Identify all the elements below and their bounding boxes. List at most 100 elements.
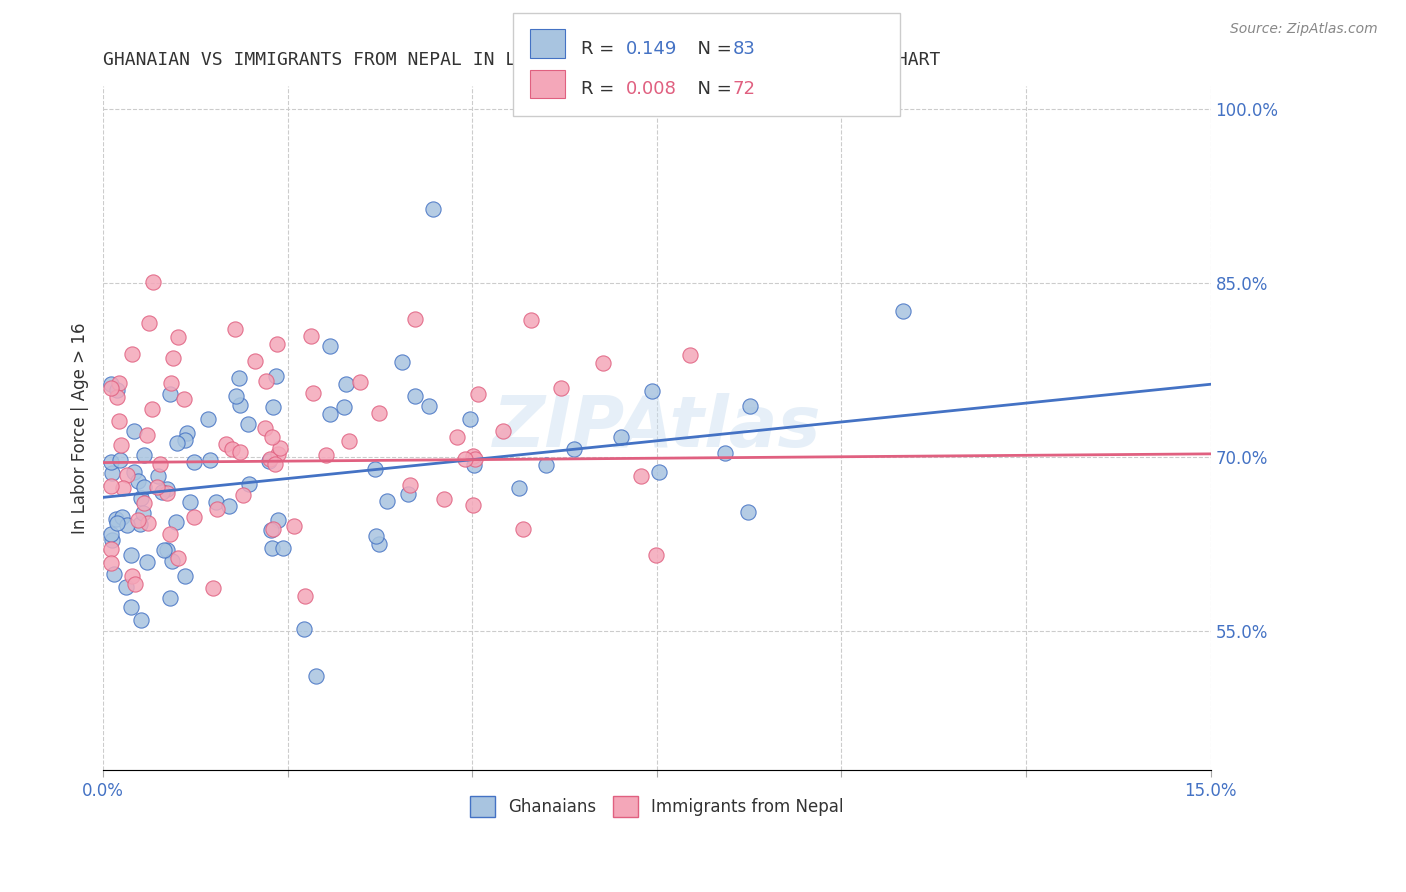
Point: [159, 527, 181, 541]
Point: [464, 452, 486, 467]
Point: [173, 568, 195, 582]
Point: [738, 399, 761, 413]
Point: [364, 462, 387, 476]
Point: [267, 447, 290, 461]
Point: [148, 468, 170, 483]
Point: [315, 448, 337, 462]
Point: [200, 453, 222, 467]
Point: [562, 442, 585, 456]
Point: [550, 381, 572, 395]
Point: [228, 444, 250, 458]
Point: [124, 424, 146, 438]
Point: [132, 480, 155, 494]
Point: [136, 428, 159, 442]
Point: [422, 202, 444, 217]
Point: [260, 541, 283, 555]
Text: 0.008: 0.008: [626, 80, 676, 98]
Point: [224, 321, 246, 335]
Point: [263, 457, 285, 471]
Point: [630, 469, 652, 483]
Text: R =: R =: [581, 40, 620, 58]
Point: [648, 465, 671, 479]
Point: [337, 434, 360, 449]
Point: [173, 392, 195, 407]
Point: [404, 389, 426, 403]
Point: [259, 452, 281, 467]
Point: [254, 421, 277, 435]
Point: [124, 577, 146, 591]
Point: [150, 485, 173, 500]
Point: [294, 589, 316, 603]
Point: [205, 502, 228, 516]
Point: [111, 481, 134, 495]
Point: [299, 328, 322, 343]
Point: [534, 458, 557, 472]
Point: [214, 437, 236, 451]
Point: [120, 548, 142, 562]
Point: [179, 495, 201, 509]
Point: [508, 481, 530, 495]
Point: [269, 441, 291, 455]
Point: [592, 356, 614, 370]
Point: [162, 351, 184, 365]
Point: [610, 430, 633, 444]
Point: [229, 398, 252, 412]
Point: [141, 401, 163, 416]
Point: [120, 600, 142, 615]
Point: [520, 313, 543, 327]
Point: [399, 478, 422, 492]
Point: [124, 465, 146, 479]
Point: [263, 522, 285, 536]
Point: [335, 376, 357, 391]
Point: [454, 451, 477, 466]
Point: [129, 516, 152, 531]
Point: [121, 347, 143, 361]
Point: [100, 376, 122, 391]
Point: [107, 383, 129, 397]
Point: [110, 452, 132, 467]
Point: [243, 354, 266, 368]
Text: R =: R =: [581, 80, 620, 98]
Point: [367, 537, 389, 551]
Point: [260, 523, 283, 537]
Point: [183, 455, 205, 469]
Point: [156, 483, 179, 497]
Point: [446, 430, 468, 444]
Point: [142, 275, 165, 289]
Point: [461, 449, 484, 463]
Point: [160, 554, 183, 568]
Point: [375, 493, 398, 508]
Point: [262, 400, 284, 414]
Point: [302, 385, 325, 400]
Point: [467, 387, 489, 401]
Point: [132, 506, 155, 520]
Point: [197, 411, 219, 425]
Point: [115, 517, 138, 532]
Point: [100, 381, 122, 395]
Point: [512, 522, 534, 536]
Point: [254, 374, 277, 388]
Point: [136, 555, 159, 569]
Point: [433, 491, 456, 506]
Point: [129, 491, 152, 505]
Point: [228, 370, 250, 384]
Point: [129, 613, 152, 627]
Point: [108, 414, 131, 428]
Text: 72: 72: [733, 80, 755, 98]
Point: [257, 454, 280, 468]
Text: GHANAIAN VS IMMIGRANTS FROM NEPAL IN LABOR FORCE | AGE > 16 CORRELATION CHART: GHANAIAN VS IMMIGRANTS FROM NEPAL IN LAB…: [103, 51, 941, 69]
Point: [156, 543, 179, 558]
Point: [127, 514, 149, 528]
Point: [110, 438, 132, 452]
Point: [292, 623, 315, 637]
Point: [115, 467, 138, 482]
Point: [396, 487, 419, 501]
Point: [319, 407, 342, 421]
Point: [391, 355, 413, 369]
Point: [266, 336, 288, 351]
Point: [641, 384, 664, 398]
Point: [264, 369, 287, 384]
Point: [134, 448, 156, 462]
Point: [166, 436, 188, 450]
Text: ZIPAtlas: ZIPAtlas: [492, 393, 821, 462]
